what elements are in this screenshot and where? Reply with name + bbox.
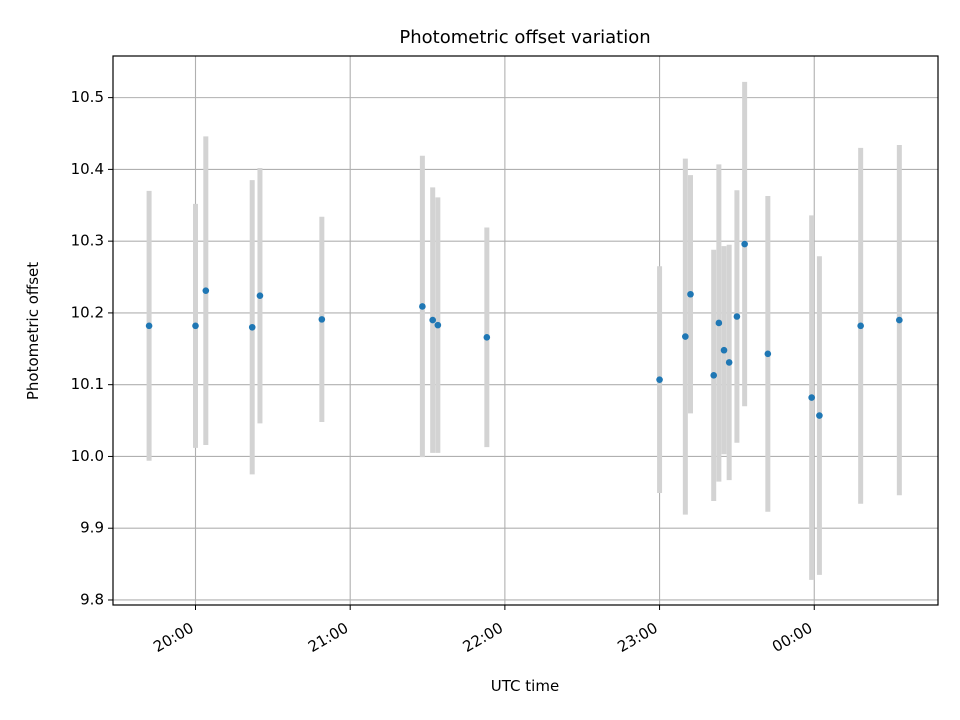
y-tick-label: 10.3 [71,232,104,250]
data-point [656,376,663,383]
chart-title: Photometric offset variation [399,27,650,48]
y-axis-title: Photometric offset [24,262,42,400]
plot-frame [112,55,939,606]
data-point [710,372,718,379]
data-point [483,334,491,341]
data-point [715,319,723,327]
data-point [687,290,694,298]
y-tick-label: 10.1 [71,375,104,393]
data-point [896,316,903,324]
data-point [192,322,199,330]
y-tick-label: 10.5 [71,88,104,106]
y-tick-label: 10.0 [71,447,104,465]
point-layer [145,240,903,419]
data-point [318,316,326,323]
data-point [808,394,815,401]
y-tick-label: 9.9 [80,519,104,537]
data-point [145,322,153,330]
y-tick-label: 10.2 [71,303,104,321]
data-point [682,333,689,340]
data-point [256,292,264,299]
data-point [764,350,772,358]
data-point [434,321,442,329]
data-point [733,313,741,320]
data-point [725,359,733,366]
data-point [720,346,728,354]
data-point [816,412,823,419]
data-point [248,323,256,331]
data-point [741,240,748,248]
data-point [429,316,436,324]
y-tick-label: 9.8 [80,590,104,608]
y-tick-label: 10.4 [71,160,104,178]
data-point [857,322,864,330]
data-point [419,303,426,310]
data-point [202,287,210,294]
x-axis-title: UTC time [491,677,559,695]
